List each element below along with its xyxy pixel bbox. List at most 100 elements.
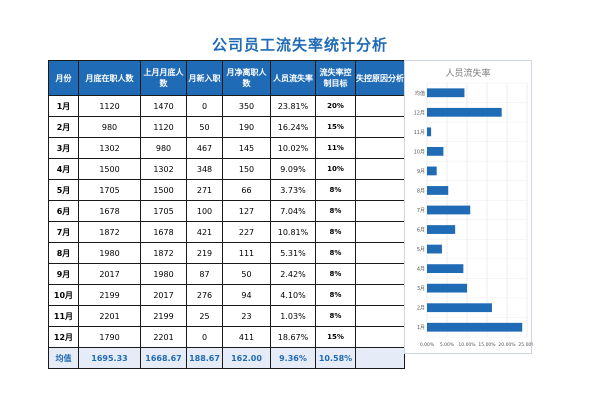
cell-month: 7月	[48, 221, 79, 243]
cell-net-departures: 145	[222, 137, 271, 159]
chart-category-label: 9月	[417, 169, 425, 175]
cell-turnover-rate: 23.81%	[270, 95, 316, 117]
cell-net-departures: 150	[222, 158, 271, 180]
chart-x-tick-label: 15.00%	[478, 342, 496, 348]
cell-month-end-staff: 1500	[78, 158, 141, 180]
cell-cause-analysis	[355, 116, 405, 138]
cell-target-rate: 8%	[315, 284, 356, 306]
chart-x-tick-label: 10.00%	[458, 342, 476, 348]
cell-prev-month-staff: 1500	[140, 179, 187, 201]
cell-month: 11月	[48, 305, 79, 327]
cell-prev-month-staff: 2017	[140, 284, 187, 306]
chart-bar	[427, 205, 471, 215]
table-row: 11月 2201 2199 25 23 1.03% 8%	[48, 305, 405, 327]
cell-net-departures: 127	[222, 200, 271, 222]
chart-bar	[427, 322, 523, 332]
cell-month-end-staff: 2017	[78, 263, 141, 285]
chart-bar	[427, 264, 464, 274]
cell-month-end-staff: 980	[78, 116, 141, 138]
cell-month-end-staff: 1302	[78, 137, 141, 159]
table-row: 10月 2199 2017 276 94 4.10% 8%	[48, 284, 405, 306]
cell-prev-month-staff: 1678	[140, 221, 187, 243]
table-row: 9月 2017 1980 87 50 2.42% 8%	[48, 263, 405, 285]
table-row: 1月 1120 1470 0 350 23.81% 20%	[48, 95, 405, 117]
cell-cause-analysis	[355, 221, 405, 243]
cell-month: 9月	[48, 263, 79, 285]
col-header-turnover-rate: 人员流失率	[270, 60, 316, 96]
cell-turnover-rate: 4.10%	[270, 284, 316, 306]
col-header-target-rate: 流失率控制目标	[315, 60, 356, 96]
cell-month: 8月	[48, 242, 79, 264]
chart-title: 人员流失率	[445, 69, 491, 79]
table-row: 3月 1302 980 467 145 10.02% 11%	[48, 137, 405, 159]
cell-net-departures: 111	[222, 242, 271, 264]
cell-month: 4月	[48, 158, 79, 180]
cell-new-hires: 0	[186, 326, 223, 348]
cell-month-end-staff: 1678	[78, 200, 141, 222]
average-turnover-rate: 9.36%	[270, 347, 316, 369]
average-net-departures: 162.00	[222, 347, 271, 369]
chart-bar	[427, 127, 432, 137]
cell-target-rate: 8%	[315, 179, 356, 201]
cell-cause-analysis	[355, 179, 405, 201]
table-average-row: 均值 1695.33 1668.67 188.67 162.00 9.36% 1…	[48, 347, 405, 369]
cell-prev-month-staff: 1120	[140, 116, 187, 138]
chart-bar	[427, 283, 468, 293]
chart-bar	[427, 244, 442, 254]
cell-target-rate: 8%	[315, 200, 356, 222]
cell-target-rate: 10%	[315, 158, 356, 180]
average-cause-analysis	[355, 347, 405, 369]
cell-cause-analysis	[355, 326, 405, 348]
chart-bar	[427, 225, 456, 234]
col-header-month-end-staff: 月底在职人数	[78, 60, 141, 96]
cell-month-end-staff: 1790	[78, 326, 141, 348]
cell-net-departures: 94	[222, 284, 271, 306]
col-header-cause-analysis: 失控原因分析	[355, 60, 405, 96]
cell-new-hires: 219	[186, 242, 223, 264]
chart-bar	[427, 107, 502, 117]
cell-target-rate: 15%	[315, 116, 356, 138]
chart-category-label: 11月	[414, 130, 425, 136]
cell-turnover-rate: 2.42%	[270, 263, 316, 285]
cell-month-end-staff: 1705	[78, 179, 141, 201]
cell-new-hires: 100	[186, 200, 223, 222]
cell-month-end-staff: 2199	[78, 284, 141, 306]
chart-category-label: 12月	[414, 110, 425, 116]
cell-new-hires: 87	[186, 263, 223, 285]
chart-bar	[427, 146, 444, 156]
chart-category-label: 均值	[415, 90, 425, 97]
cell-month: 6月	[48, 200, 79, 222]
chart-bar	[427, 166, 437, 176]
chart-x-tick-label: 25.00%	[518, 342, 533, 348]
chart-category-label: 2月	[417, 306, 425, 312]
cell-new-hires: 421	[186, 221, 223, 243]
average-new-hires: 188.67	[186, 347, 223, 369]
cell-target-rate: 15%	[315, 326, 356, 348]
cell-net-departures: 190	[222, 116, 271, 138]
cell-cause-analysis	[355, 263, 405, 285]
cell-new-hires: 0	[186, 95, 223, 117]
chart-bar	[427, 186, 449, 195]
table-row: 2月 980 1120 50 190 16.24% 15%	[48, 116, 405, 138]
cell-net-departures: 66	[222, 179, 271, 201]
cell-net-departures: 227	[222, 221, 271, 243]
cell-new-hires: 271	[186, 179, 223, 201]
col-header-net-departures: 月净离职人数	[222, 60, 271, 96]
table-row: 7月 1872 1678 421 227 10.81% 8%	[48, 221, 405, 243]
table-row: 4月 1500 1302 348 150 9.09% 10%	[48, 158, 405, 180]
cell-prev-month-staff: 1872	[140, 242, 187, 264]
cell-turnover-rate: 5.31%	[270, 242, 316, 264]
cell-turnover-rate: 10.02%	[270, 137, 316, 159]
cell-cause-analysis	[355, 137, 405, 159]
cell-target-rate: 8%	[315, 263, 356, 285]
cell-turnover-rate: 10.81%	[270, 221, 316, 243]
table-header-row: 月份 月底在职人数 上月月底人数 月新入职 月净离职人数 人员流失率 流失率控制…	[48, 60, 405, 96]
table-row: 12月 1790 2201 0 411 18.67% 15%	[48, 326, 405, 348]
average-target-rate: 10.58%	[315, 347, 356, 369]
table-row: 6月 1678 1705 100 127 7.04% 8%	[48, 200, 405, 222]
cell-net-departures: 23	[222, 305, 271, 327]
col-header-prev-month-staff: 上月月底人数	[140, 60, 187, 96]
average-label: 均值	[48, 347, 79, 369]
cell-prev-month-staff: 1705	[140, 200, 187, 222]
